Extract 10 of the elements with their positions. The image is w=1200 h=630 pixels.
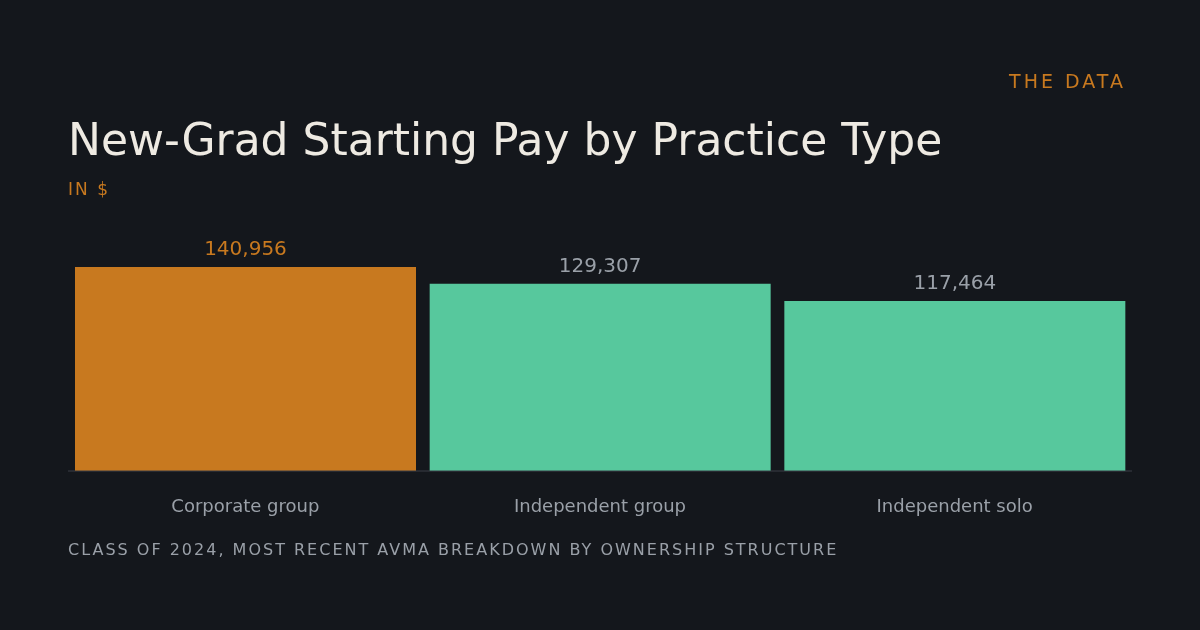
- text: THE DATA: [1009, 70, 1126, 92]
- x-tick-label: Independent group: [513, 494, 687, 516]
- chart-subtitle: IN $: [68, 179, 110, 199]
- chart-title: New-Grad Starting Pay by Practice Type: [68, 114, 943, 165]
- data-label: 117,464: [913, 270, 997, 294]
- x-tick-label: Corporate group: [171, 494, 320, 516]
- data-label: 140,956: [204, 236, 287, 260]
- text: CLASS OF 2024, MOST RECENT AVMA BREAKDOWN BY OWNERSHIP STRUCTURE: [68, 540, 839, 559]
- data-label: 129,307: [558, 252, 642, 277]
- x-tick-label: Independent solo: [876, 494, 1033, 516]
